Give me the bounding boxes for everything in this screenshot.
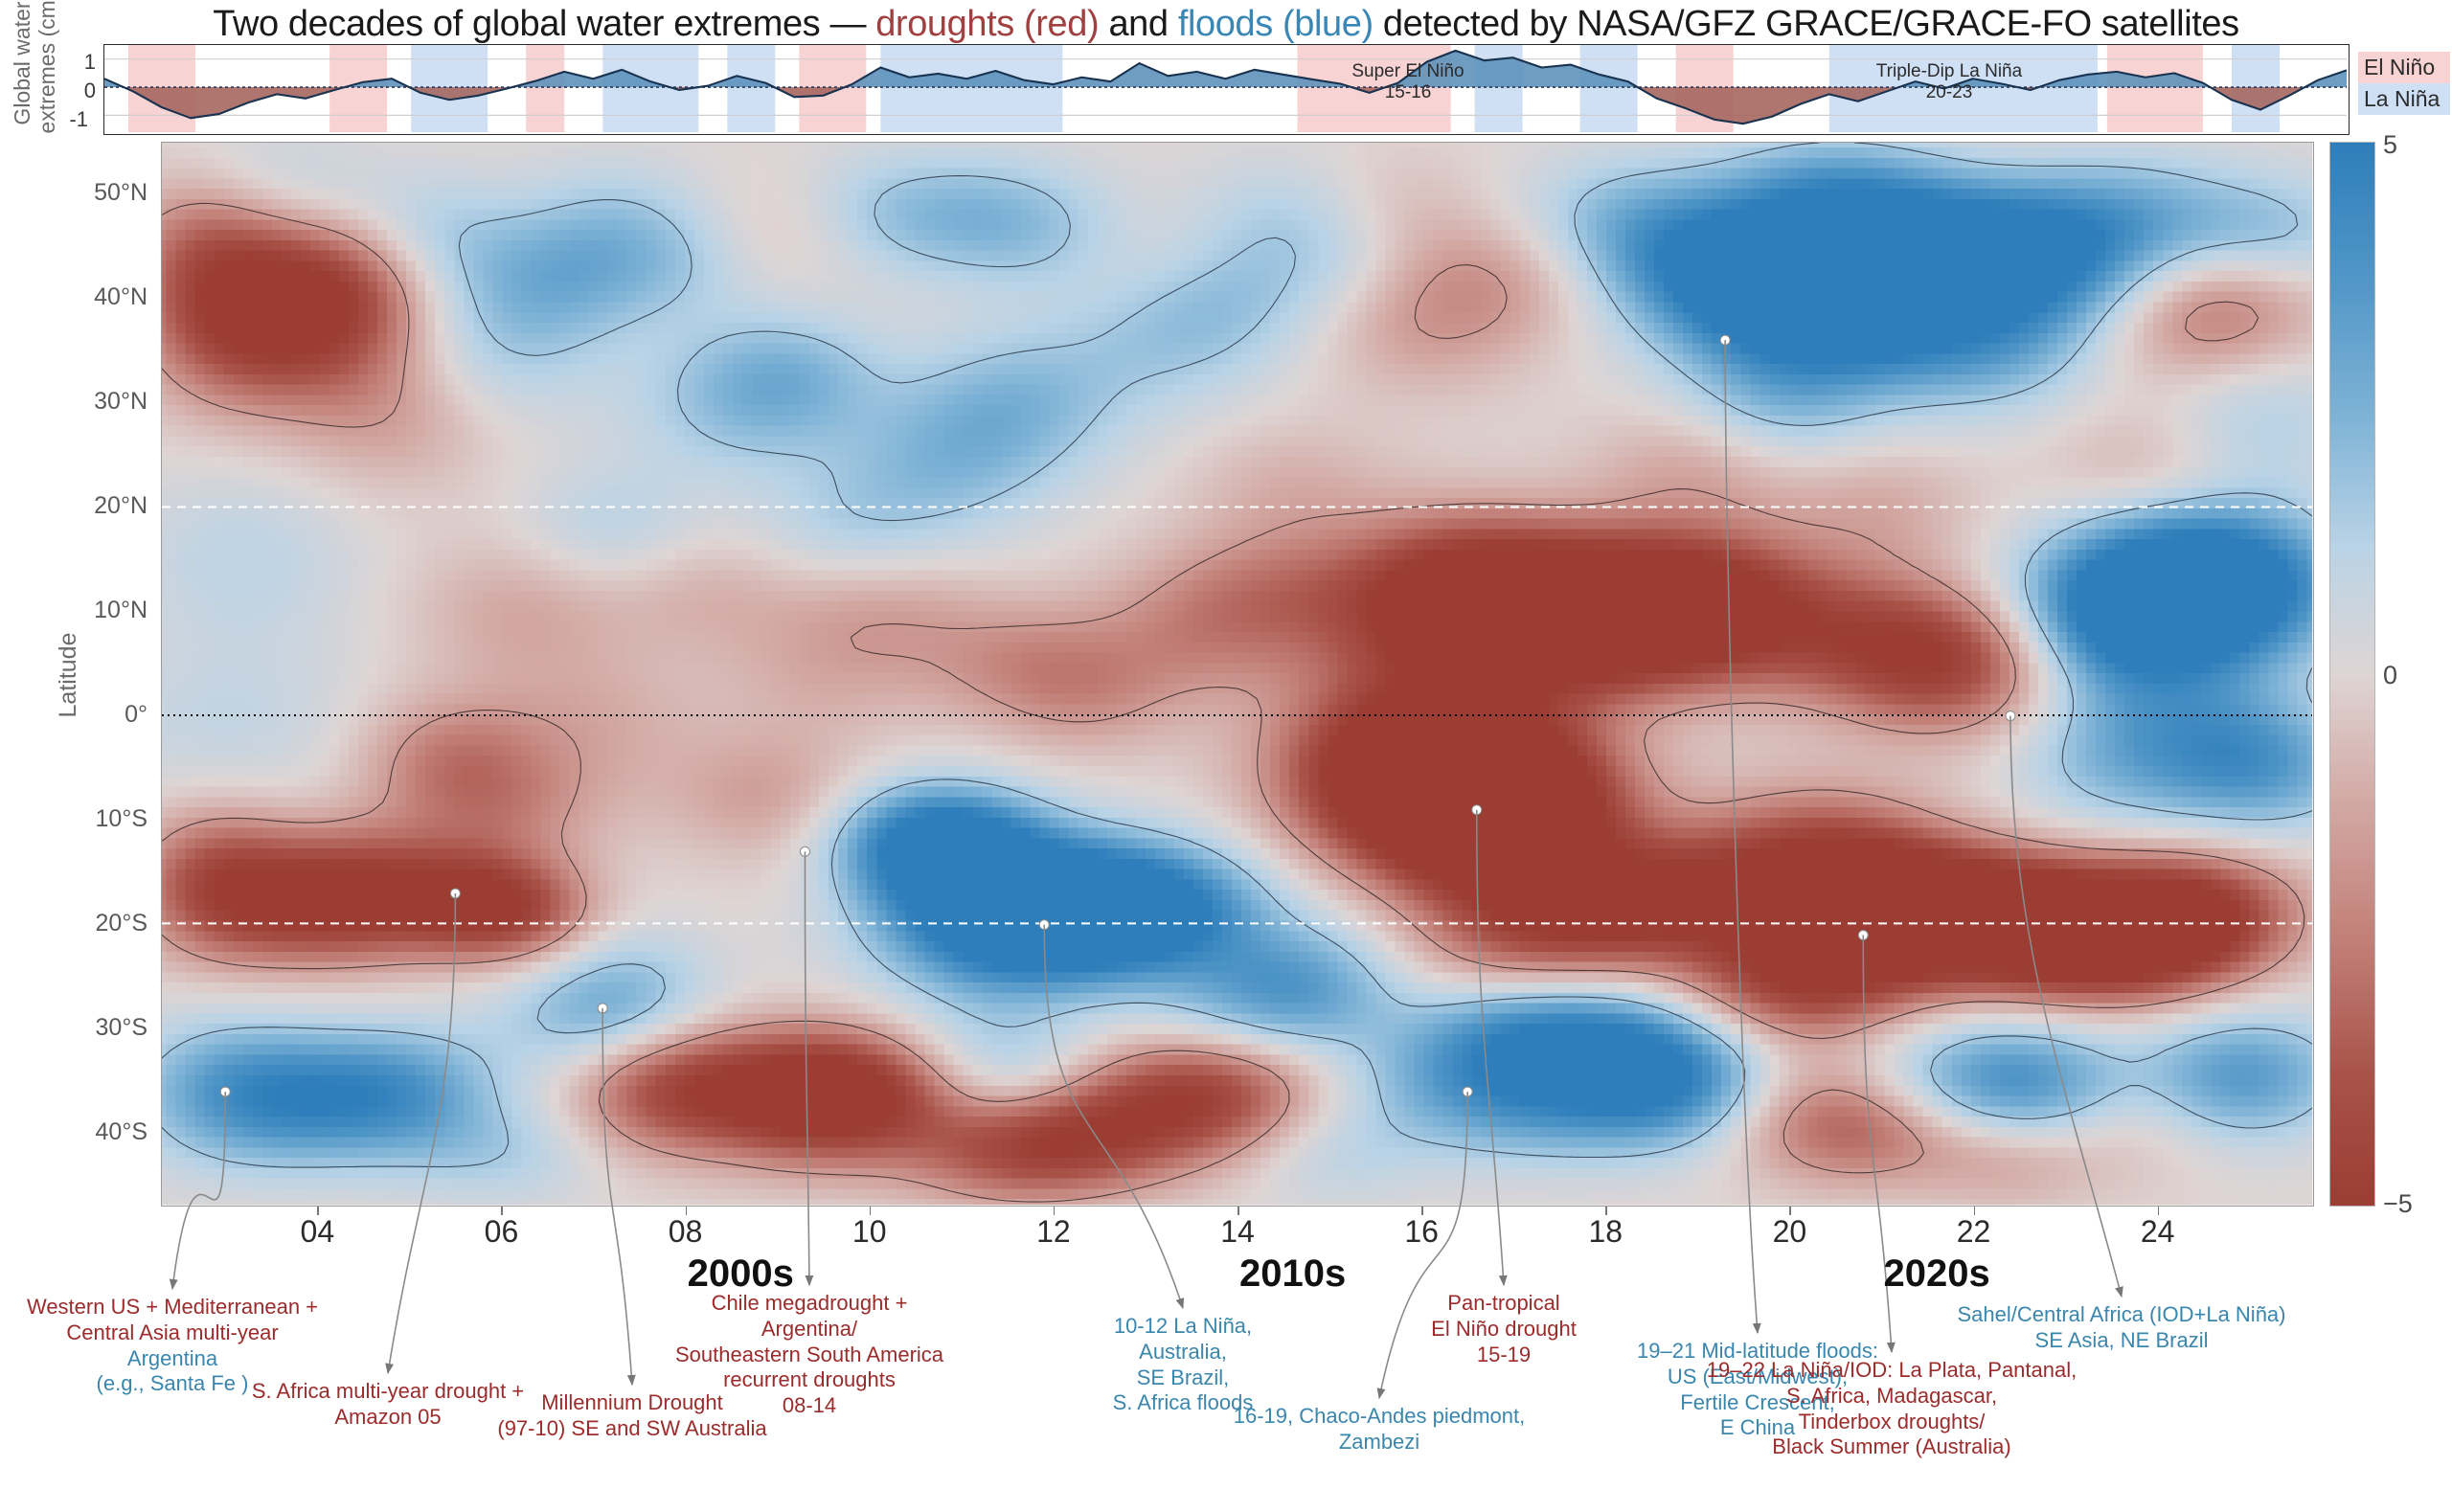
- map-xtick-mark: [1054, 1207, 1056, 1215]
- map-xtick-12: 12: [1015, 1214, 1092, 1250]
- legend-label-la-nina: La Niña: [2364, 86, 2440, 112]
- enso-legend: El Niño La Niña: [2358, 52, 2450, 115]
- map-xtick-18: 18: [1567, 1214, 1644, 1250]
- timeseries-ytick-neg1: -1: [48, 107, 88, 132]
- timeseries-y-axis-label: Global water extremes (cm): [10, 0, 44, 140]
- note-1012-lanina-line-3: SE Brazil,: [1113, 1365, 1254, 1391]
- title-part-2: and: [1099, 4, 1178, 44]
- annotation-super-el-nino-line2: 15-16: [1327, 82, 1489, 103]
- timeseries-ytick-1: 1: [56, 50, 96, 75]
- note-sahel-line-2: SE Asia, NE Brazil: [1958, 1328, 2286, 1354]
- map-ytick-30degN: 30°N: [42, 388, 148, 416]
- note-1012-lanina-line-2: Australia,: [1113, 1340, 1254, 1365]
- annotation-super-el-nino-line1: Super El Niño: [1327, 61, 1489, 82]
- map-xtick-04: 04: [279, 1214, 355, 1250]
- map-xtick-mark: [1421, 1207, 1423, 1215]
- note-pantropical-line-1: Pan-tropical: [1431, 1291, 1577, 1317]
- map-ytick-10degN: 10°N: [42, 597, 148, 624]
- note-1922-lanina-line-2: S. Africa, Madagascar,: [1707, 1384, 2077, 1410]
- annotation-triple-dip-la-nina-line1: Triple-Dip La Niña: [1853, 61, 2045, 82]
- note-1012-lanina-line-1: 10-12 La Niña,: [1113, 1314, 1254, 1340]
- title-drought-word: droughts (red): [875, 4, 1099, 44]
- map-ytick-50degN: 50°N: [42, 179, 148, 207]
- annotation-super-el-nino: Super El Niño 15-16: [1327, 61, 1489, 103]
- note-1012-lanina-line-4: S. Africa floods: [1113, 1390, 1254, 1416]
- map-ytick-40degS: 40°S: [42, 1118, 148, 1146]
- figure-root: Two decades of global water extremes — d…: [0, 0, 2452, 1512]
- map-xtick-22: 22: [1936, 1214, 2012, 1250]
- map-xtick-20: 20: [1751, 1214, 1828, 1250]
- note-chile-line-5: 08-14: [675, 1393, 943, 1419]
- title-flood-word: floods (blue): [1178, 4, 1374, 44]
- title-part-3: detected by NASA/GFZ GRACE/GRACE-FO sate…: [1374, 4, 2239, 44]
- note-pantropical-line-2: El Niño drought: [1431, 1317, 1577, 1343]
- note-chile-line-2: Argentina/: [675, 1317, 943, 1343]
- map-ytick-20degS: 20°S: [42, 910, 148, 937]
- map-xtick-mark: [2158, 1207, 2160, 1215]
- note-chaco-line-1: 16-19, Chaco-Andes piedmont,: [1234, 1404, 1526, 1430]
- decade-label-2020s: 2020s: [1822, 1252, 2052, 1296]
- note-chaco: 16-19, Chaco-Andes piedmont, Zambezi: [1234, 1404, 1526, 1456]
- map-ytick-0deg: 0°: [42, 701, 148, 729]
- timeseries-y-axis-label-line1: Global water: [10, 0, 34, 140]
- map-xtick-mark: [317, 1207, 319, 1215]
- legend-item-el-nino: El Niño: [2358, 52, 2450, 83]
- colorbar-tick-max: 5: [2383, 130, 2397, 160]
- note-western-us-line-2: Central Asia multi-year: [27, 1320, 318, 1346]
- map-xtick-24: 24: [2120, 1214, 2196, 1250]
- note-chaco-line-2: Zambezi: [1234, 1430, 1526, 1456]
- note-s-africa: S. Africa multi-year drought + Amazon 05: [252, 1379, 524, 1431]
- note-1012-lanina: 10-12 La Niña, Australia, SE Brazil, S. Afr…: [1113, 1314, 1254, 1416]
- map-ytick-20degN: 20°N: [42, 492, 148, 520]
- note-1922-lanina-line-1: 19–22 La Niña/IOD: La Plata, Pantanal,: [1707, 1358, 2077, 1384]
- colorbar-tick-mid: 0: [2383, 661, 2397, 690]
- map-xtick-mark: [870, 1207, 872, 1215]
- map-xtick-mark: [1237, 1207, 1239, 1215]
- note-1922-lanina-line-4: Black Summer (Australia): [1707, 1434, 2077, 1460]
- page-title: Two decades of global water extremes — d…: [0, 4, 2452, 45]
- note-chile-line-1: Chile megadrought +: [675, 1291, 943, 1317]
- title-part-1: Two decades of global water extremes —: [213, 4, 875, 44]
- map-xtick-10: 10: [831, 1214, 908, 1250]
- map-xtick-mark: [501, 1207, 503, 1215]
- note-western-us-line-3: Argentina: [27, 1346, 318, 1372]
- note-pantropical-line-3: 15-19: [1431, 1343, 1577, 1368]
- map-ytick-10degS: 10°S: [42, 805, 148, 833]
- note-1922-lanina-line-3: Tinderbox droughts/: [1707, 1410, 2077, 1435]
- map-xtick-mark: [1789, 1207, 1791, 1215]
- map-xtick-06: 06: [463, 1214, 539, 1250]
- note-western-us-line-1: Western US + Mediterranean +: [27, 1295, 318, 1320]
- note-pantropical: Pan-tropical El Niño drought 15-19: [1431, 1291, 1577, 1367]
- annotation-triple-dip-la-nina-line2: 20-23: [1853, 82, 2045, 103]
- map-ytick-30degS: 30°S: [42, 1014, 148, 1042]
- timeseries-ytick-0: 0: [56, 79, 96, 103]
- map-xtick-14: 14: [1199, 1214, 1276, 1250]
- map-xtick-16: 16: [1383, 1214, 1460, 1250]
- note-sahel: Sahel/Central Africa (IOD+La Niña) SE Asi…: [1958, 1302, 2286, 1354]
- annotation-triple-dip-la-nina: Triple-Dip La Niña 20-23: [1853, 61, 2045, 103]
- note-s-africa-line-2: Amazon 05: [252, 1405, 524, 1431]
- decade-label-2000s: 2000s: [625, 1252, 855, 1296]
- colorbar-tick-min: −5: [2383, 1189, 2413, 1219]
- map-xtick-mark: [1605, 1207, 1607, 1215]
- map-xtick-mark: [686, 1207, 688, 1215]
- legend-label-el-nino: El Niño: [2364, 55, 2435, 80]
- note-chile-line-4: recurrent droughts: [675, 1367, 943, 1393]
- note-millennium-line-2: (97-10) SE and SW Australia: [497, 1416, 766, 1442]
- map-ytick-40degN: 40°N: [42, 283, 148, 311]
- note-chile-line-3: Southeastern South America: [675, 1343, 943, 1368]
- note-chile: Chile megadrought + Argentina/Southeaster…: [675, 1291, 943, 1419]
- hovmoller-heatmap: [161, 142, 2314, 1207]
- heatmap-plot: [162, 143, 2312, 1205]
- decade-label-2010s: 2010s: [1178, 1252, 1408, 1296]
- legend-item-la-nina: La Niña: [2358, 83, 2450, 115]
- note-sahel-line-1: Sahel/Central Africa (IOD+La Niña): [1958, 1302, 2286, 1328]
- colorbar: [2329, 142, 2375, 1207]
- map-xtick-08: 08: [647, 1214, 724, 1250]
- map-xtick-mark: [1974, 1207, 1976, 1215]
- note-1922-lanina: 19–22 La Niña/IOD: La Plata, Pantanal, S.…: [1707, 1358, 2077, 1460]
- note-s-africa-line-1: S. Africa multi-year drought +: [252, 1379, 524, 1405]
